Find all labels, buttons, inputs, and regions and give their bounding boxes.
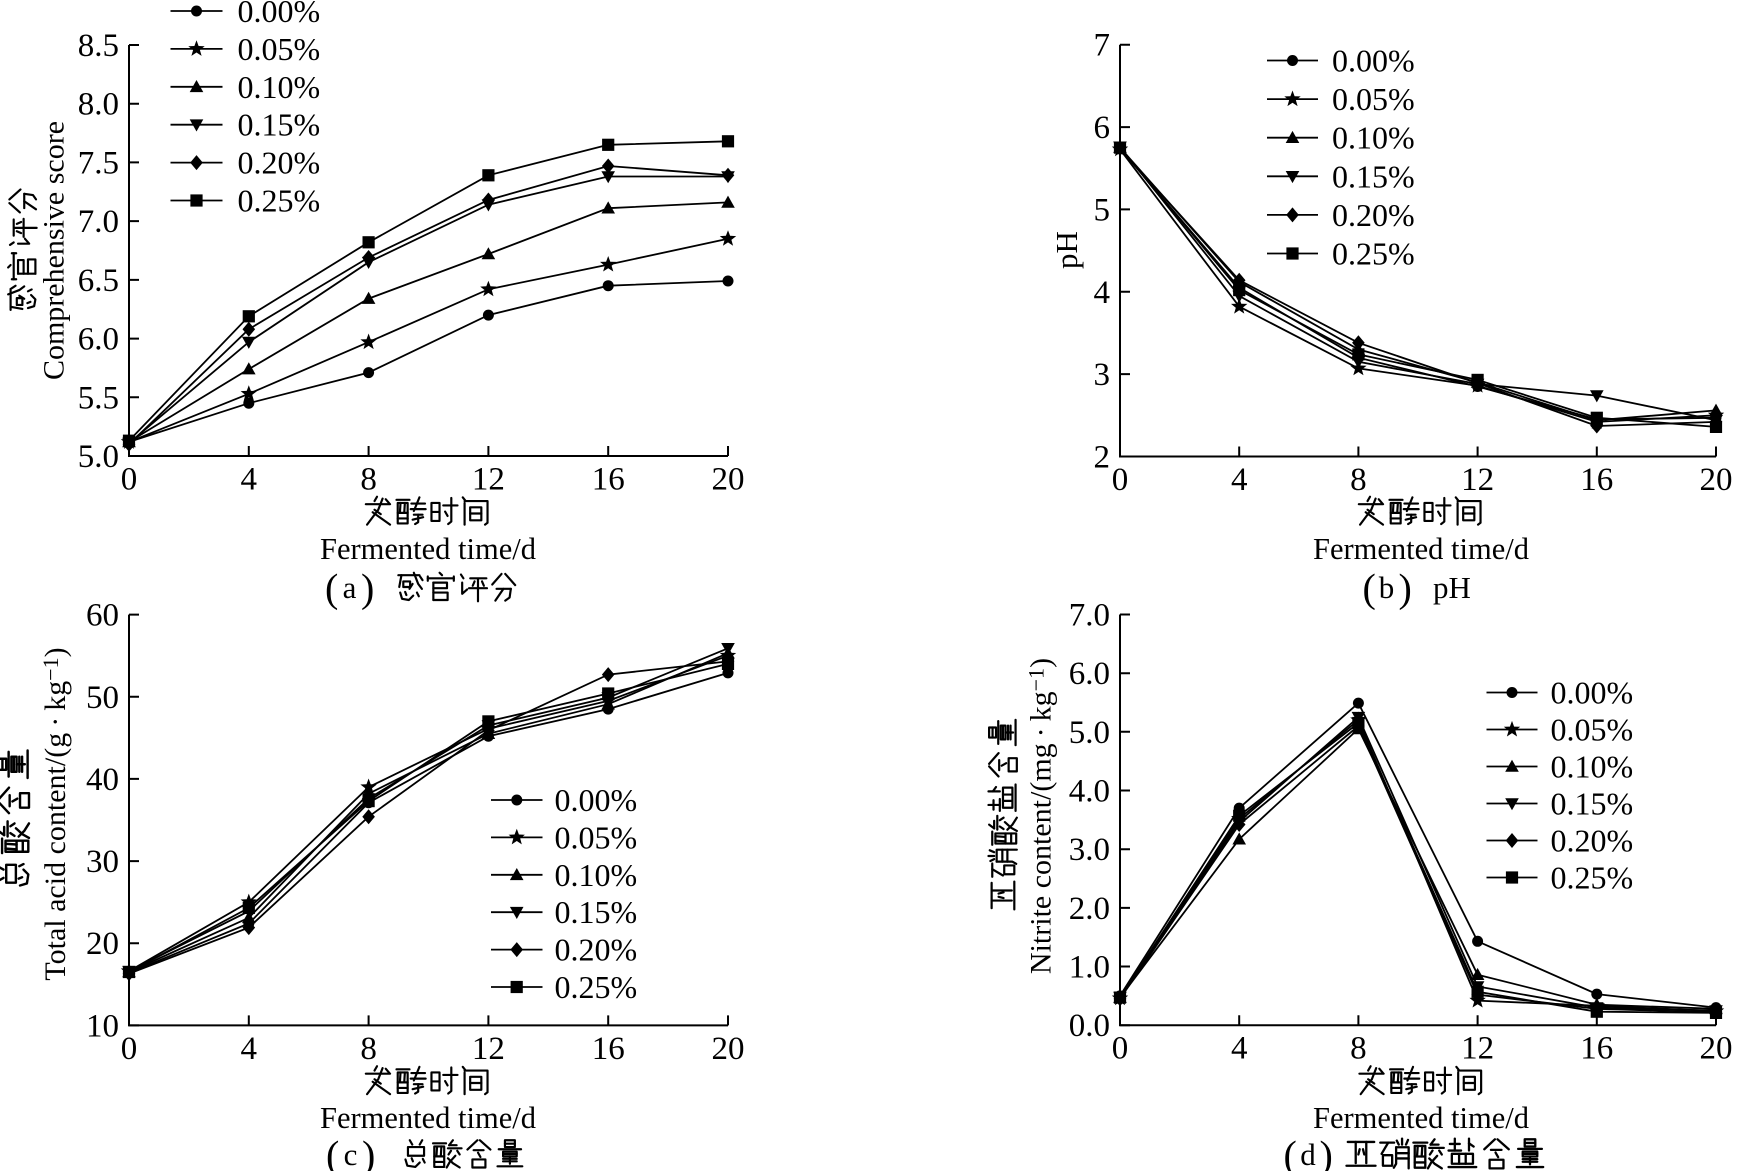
svg-text:8: 8: [360, 1031, 377, 1067]
svg-text:7.5: 7.5: [78, 145, 119, 181]
svg-text:Fermented time/d: Fermented time/d: [320, 1101, 536, 1135]
svg-text:0.15%: 0.15%: [1332, 158, 1415, 194]
svg-text:2: 2: [1094, 440, 1111, 476]
svg-text:a: a: [343, 570, 357, 605]
svg-text:8: 8: [1350, 462, 1367, 498]
svg-text:16: 16: [1580, 1031, 1613, 1067]
svg-text:20: 20: [1700, 462, 1733, 498]
svg-text:12: 12: [472, 1031, 505, 1067]
svg-text:7: 7: [1094, 28, 1111, 64]
svg-text:40: 40: [86, 762, 119, 798]
svg-text:0.20%: 0.20%: [238, 145, 321, 181]
svg-text:6.5: 6.5: [78, 263, 119, 299]
svg-text:0.05%: 0.05%: [1332, 81, 1415, 117]
svg-text:0.00%: 0.00%: [1551, 675, 1634, 711]
svg-text:20: 20: [712, 1031, 745, 1067]
svg-text:0.10%: 0.10%: [1332, 120, 1415, 156]
svg-text:(: (: [325, 566, 338, 611]
svg-text:Fermented time/d: Fermented time/d: [320, 532, 536, 566]
svg-text:0.05%: 0.05%: [1551, 712, 1634, 748]
svg-text:4: 4: [241, 462, 258, 498]
svg-text:0.25%: 0.25%: [1332, 236, 1415, 272]
svg-text:6.0: 6.0: [1069, 656, 1110, 692]
svg-text:8: 8: [360, 462, 377, 498]
svg-text:4: 4: [241, 1031, 258, 1067]
svg-text:0: 0: [121, 462, 138, 498]
svg-text:0: 0: [1112, 462, 1129, 498]
svg-text:0.15%: 0.15%: [555, 894, 638, 930]
svg-text:20: 20: [712, 462, 745, 498]
svg-text:5.0: 5.0: [78, 439, 119, 475]
svg-text:(: (: [1284, 1133, 1297, 1171]
svg-text:0.05%: 0.05%: [555, 819, 638, 855]
svg-text:0.20%: 0.20%: [1332, 197, 1415, 233]
svg-text:4: 4: [1231, 462, 1248, 498]
svg-text:0.00%: 0.00%: [238, 0, 321, 29]
svg-text:0: 0: [121, 1031, 138, 1067]
svg-text:10: 10: [86, 1008, 119, 1044]
svg-text:0.00%: 0.00%: [555, 782, 638, 818]
svg-text:5: 5: [1094, 192, 1111, 228]
svg-text:0: 0: [1112, 1031, 1129, 1067]
svg-text:0.15%: 0.15%: [1551, 786, 1634, 822]
svg-text:2.0: 2.0: [1069, 891, 1110, 927]
svg-text:5.0: 5.0: [1069, 715, 1110, 751]
svg-text:Fermented time/d: Fermented time/d: [1313, 532, 1529, 566]
svg-text:12: 12: [1461, 462, 1494, 498]
svg-text:3.0: 3.0: [1069, 832, 1110, 868]
svg-text:b: b: [1379, 570, 1395, 605]
svg-text:(: (: [326, 1133, 339, 1171]
svg-text:8.5: 8.5: [78, 28, 119, 64]
svg-text:Total acid content/(g · kg−1): Total acid content/(g · kg−1): [38, 647, 72, 980]
svg-text:8: 8: [1350, 1031, 1367, 1067]
svg-text:Comprehensive score: Comprehensive score: [38, 121, 71, 380]
svg-text:20: 20: [86, 926, 119, 962]
svg-text:5.5: 5.5: [78, 380, 119, 416]
svg-text:): ): [1399, 566, 1412, 611]
svg-text:4: 4: [1094, 275, 1111, 311]
svg-text:): ): [361, 566, 374, 611]
svg-text:16: 16: [1580, 462, 1613, 498]
svg-text:7.0: 7.0: [1069, 598, 1110, 634]
svg-text:Fermented time/d: Fermented time/d: [1313, 1101, 1529, 1135]
svg-text:pH: pH: [1049, 231, 1084, 269]
svg-text:): ): [362, 1133, 375, 1171]
svg-text:30: 30: [86, 844, 119, 880]
svg-text:d: d: [1300, 1137, 1316, 1171]
svg-text:12: 12: [1461, 1031, 1494, 1067]
svg-text:0.25%: 0.25%: [555, 969, 638, 1005]
svg-text:0.10%: 0.10%: [238, 69, 321, 105]
svg-text:20: 20: [1700, 1031, 1733, 1067]
svg-text:1.0: 1.0: [1069, 950, 1110, 986]
svg-text:pH: pH: [1433, 570, 1471, 605]
svg-text:c: c: [344, 1137, 358, 1171]
svg-text:0.20%: 0.20%: [1551, 823, 1634, 859]
svg-text:0.20%: 0.20%: [555, 932, 638, 968]
svg-text:0.0: 0.0: [1069, 1008, 1110, 1044]
svg-text:8.0: 8.0: [78, 87, 119, 123]
svg-text:50: 50: [86, 680, 119, 716]
svg-text:0.00%: 0.00%: [1332, 43, 1415, 79]
svg-text:7.0: 7.0: [78, 204, 119, 240]
svg-text:): ): [1320, 1133, 1333, 1171]
svg-text:(: (: [1363, 566, 1376, 611]
svg-text:0.15%: 0.15%: [238, 107, 321, 143]
svg-text:12: 12: [472, 462, 505, 498]
svg-text:0.05%: 0.05%: [238, 31, 321, 67]
svg-text:3: 3: [1094, 357, 1111, 393]
svg-text:4: 4: [1231, 1031, 1248, 1067]
svg-text:16: 16: [592, 1031, 625, 1067]
svg-text:6.0: 6.0: [78, 322, 119, 358]
svg-text:0.10%: 0.10%: [555, 857, 638, 893]
svg-text:6: 6: [1094, 110, 1111, 146]
svg-text:0.25%: 0.25%: [238, 183, 321, 219]
svg-text:0.10%: 0.10%: [1551, 749, 1634, 785]
svg-text:60: 60: [86, 598, 119, 634]
svg-text:16: 16: [592, 462, 625, 498]
svg-text:4.0: 4.0: [1069, 774, 1110, 810]
svg-text:0.25%: 0.25%: [1551, 860, 1634, 896]
svg-text:Nitrite content/(mg · kg−1): Nitrite content/(mg · kg−1): [1024, 658, 1058, 974]
